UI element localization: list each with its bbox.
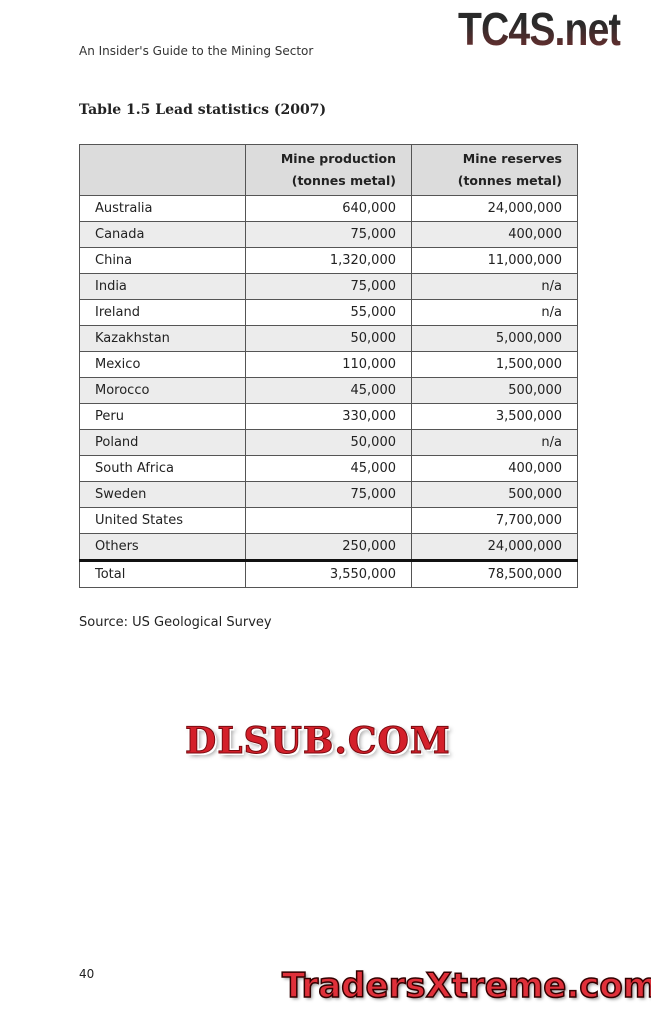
cell-country: Ireland <box>79 299 246 326</box>
table-row: Poland 50,000 n/a <box>79 429 578 456</box>
header-production: Mine production (tonnes metal) <box>245 144 412 196</box>
table-row: South Africa 45,000 400,000 <box>79 455 578 482</box>
source-note: Source: US Geological Survey <box>79 615 272 630</box>
cell-reserves: 24,000,000 <box>411 195 578 222</box>
table-row: Ireland 55,000 n/a <box>79 299 578 326</box>
cell-production: 3,550,000 <box>245 559 412 588</box>
cell-country: Morocco <box>79 377 246 404</box>
cell-reserves: 3,500,000 <box>411 403 578 430</box>
watermark-tradersxtreme: TradersXtreme.com <box>281 965 651 1007</box>
header-country <box>79 144 246 196</box>
header-unit: (tonnes metal) <box>457 173 562 188</box>
cell-country: China <box>79 247 246 274</box>
table-row: Kazakhstan 50,000 5,000,000 <box>79 325 578 352</box>
header-unit: (tonnes metal) <box>291 173 396 188</box>
cell-reserves: 24,000,000 <box>411 533 578 561</box>
table-row: India 75,000 n/a <box>79 273 578 300</box>
cell-reserves: 11,000,000 <box>411 247 578 274</box>
cell-production <box>245 507 412 534</box>
cell-production: 45,000 <box>245 377 412 404</box>
cell-production: 50,000 <box>245 429 412 456</box>
cell-country: Australia <box>79 195 246 222</box>
cell-reserves: 400,000 <box>411 221 578 248</box>
cell-production: 330,000 <box>245 403 412 430</box>
cell-reserves: n/a <box>411 273 578 300</box>
total-row: Total 3,550,000 78,500,000 <box>79 559 578 588</box>
table-title: Table 1.5 Lead statistics (2007) <box>79 102 327 118</box>
cell-production: 75,000 <box>245 221 412 248</box>
cell-production: 55,000 <box>245 299 412 326</box>
cell-production: 75,000 <box>245 481 412 508</box>
cell-reserves: n/a <box>411 429 578 456</box>
cell-country: Mexico <box>79 351 246 378</box>
watermark-logo-top: TC4S.net <box>458 3 622 55</box>
cell-production: 250,000 <box>245 533 412 561</box>
running-header: An Insider's Guide to the Mining Sector <box>79 44 314 58</box>
table-row: Others 250,000 24,000,000 <box>79 533 578 561</box>
cell-reserves: 78,500,000 <box>411 559 578 588</box>
cell-reserves: 7,700,000 <box>411 507 578 534</box>
table-row: Peru 330,000 3,500,000 <box>79 403 578 430</box>
header-label: Mine production <box>280 151 396 166</box>
table-row: China 1,320,000 11,000,000 <box>79 247 578 274</box>
table-row: Australia 640,000 24,000,000 <box>79 195 578 222</box>
cell-country: India <box>79 273 246 300</box>
cell-reserves: 500,000 <box>411 481 578 508</box>
cell-reserves: 5,000,000 <box>411 325 578 352</box>
cell-production: 45,000 <box>245 455 412 482</box>
cell-reserves: 1,500,000 <box>411 351 578 378</box>
cell-country: Sweden <box>79 481 246 508</box>
table-row: Canada 75,000 400,000 <box>79 221 578 248</box>
cell-production: 110,000 <box>245 351 412 378</box>
cell-country: South Africa <box>79 455 246 482</box>
cell-country: United States <box>79 507 246 534</box>
header-label: Mine reserves <box>462 151 562 166</box>
cell-reserves: 400,000 <box>411 455 578 482</box>
table-row: Sweden 75,000 500,000 <box>79 481 578 508</box>
cell-country: Peru <box>79 403 246 430</box>
cell-production: 75,000 <box>245 273 412 300</box>
cell-country: Canada <box>79 221 246 248</box>
header-reserves: Mine reserves (tonnes metal) <box>411 144 578 196</box>
cell-country: Poland <box>79 429 246 456</box>
cell-reserves: n/a <box>411 299 578 326</box>
table-row: Mexico 110,000 1,500,000 <box>79 351 578 378</box>
cell-reserves: 500,000 <box>411 377 578 404</box>
cell-production: 640,000 <box>245 195 412 222</box>
cell-production: 1,320,000 <box>245 247 412 274</box>
page-number: 40 <box>79 967 95 981</box>
table-row: Morocco 45,000 500,000 <box>79 377 578 404</box>
cell-country: Others <box>79 533 246 561</box>
table-row: United States 7,700,000 <box>79 507 578 534</box>
cell-production: 50,000 <box>245 325 412 352</box>
watermark-dlsub: DLSUB.COM <box>185 720 451 763</box>
cell-country: Kazakhstan <box>79 325 246 352</box>
lead-statistics-table: Mine production (tonnes metal) Mine reser… <box>79 144 578 588</box>
table-header-row: Mine production (tonnes metal) Mine reser… <box>79 144 578 196</box>
cell-country: Total <box>79 559 246 588</box>
